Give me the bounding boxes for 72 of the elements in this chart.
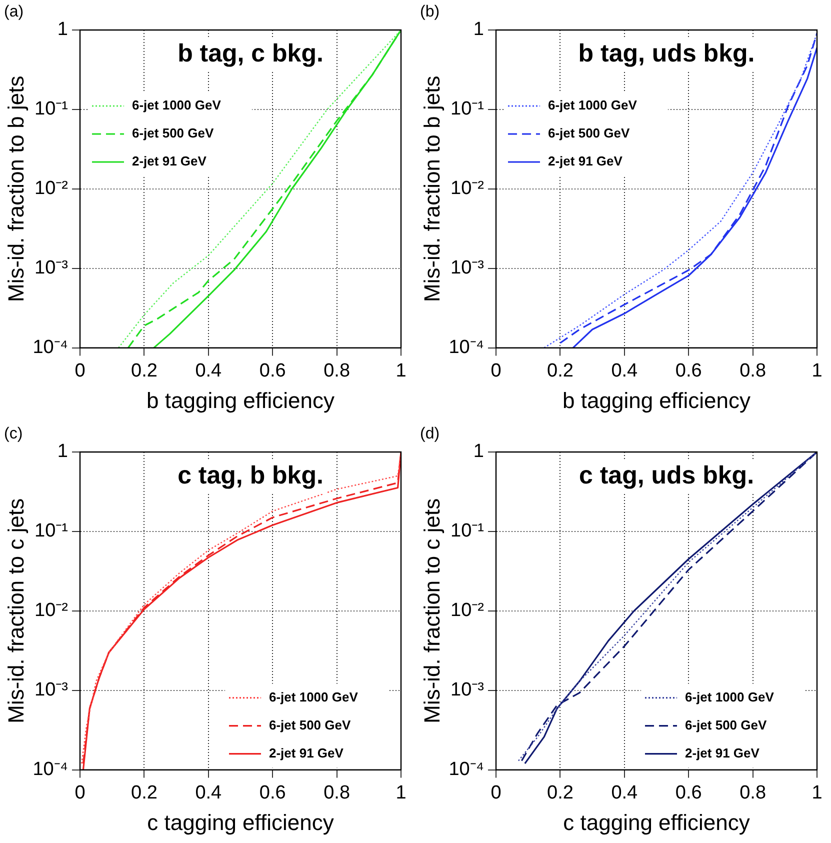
legend-label: 6-jet 500 GeV	[269, 717, 351, 732]
legend-label: 2-jet 91 GeV	[269, 745, 344, 760]
y-tick-label: 10⁻²	[34, 600, 68, 622]
x-tick-label: 0.6	[675, 782, 702, 804]
y-axis-title: Mis-id. fraction to c jets	[419, 498, 444, 724]
chart-title: b tag, uds bkg.	[578, 39, 755, 68]
legend-label: 6-jet 500 GeV	[685, 717, 767, 732]
chart-title: b tag, c bkg.	[178, 39, 324, 68]
text: (d)	[420, 425, 440, 442]
x-tick-label: 0	[490, 360, 502, 382]
y-tick-label: 10⁻¹	[34, 520, 68, 542]
x-tick-label: 0.8	[740, 360, 766, 382]
x-tick-label: 0.6	[675, 360, 702, 382]
y-tick-label: 10⁻²	[450, 600, 484, 622]
x-tick-label: 0.4	[611, 360, 638, 382]
text: (a)	[4, 3, 24, 20]
chart-title: c tag, b bkg.	[178, 461, 324, 490]
y-tick-label: 10⁻³	[450, 258, 484, 279]
x-tick-label: 0.4	[195, 782, 222, 804]
x-axis-title: c tagging efficiency	[563, 810, 750, 835]
x-tick-label: 0.6	[259, 360, 286, 382]
y-tick-label: 1	[473, 441, 484, 462]
y-tick-label: 10⁻¹	[34, 98, 68, 120]
x-tick-label: 0	[490, 782, 502, 804]
y-tick-label: 1	[473, 19, 484, 40]
x-tick-label: 0.8	[324, 360, 350, 382]
y-tick-label: 1	[57, 441, 68, 462]
x-tick-label: 0.4	[611, 782, 638, 804]
x-tick-label: 1	[396, 782, 406, 804]
legend-label: 6-jet 500 GeV	[548, 126, 630, 141]
x-axis-title: b tagging efficiency	[562, 388, 750, 413]
y-tick-label: 10⁻⁴	[448, 337, 484, 358]
legend-label: 6-jet 1000 GeV	[132, 98, 222, 113]
legend-label: 6-jet 1000 GeV	[548, 98, 638, 113]
legend-label: 2-jet 91 GeV	[132, 154, 207, 169]
x-tick-label: 0.8	[324, 782, 350, 804]
y-axis-title: Mis-id. fraction to b jets	[3, 76, 28, 302]
y-tick-label: 10⁻³	[450, 680, 484, 701]
x-tick-label: 1	[396, 360, 406, 382]
x-tick-label: 0.2	[130, 360, 158, 382]
text: (c)	[4, 425, 23, 442]
x-tick-label: 1	[812, 360, 822, 382]
legend-label: 6-jet 1000 GeV	[685, 689, 774, 704]
text: (b)	[420, 3, 440, 20]
legend-label: 6-jet 500 GeV	[132, 126, 214, 141]
chart-title: c tag, uds bkg.	[578, 461, 754, 490]
y-tick-label: 10⁻¹	[450, 520, 484, 542]
y-tick-label: 10⁻¹	[450, 98, 484, 120]
x-tick-label: 0.8	[740, 782, 766, 804]
y-tick-label: 10⁻⁴	[448, 759, 484, 780]
y-tick-label: 10⁻²	[450, 178, 484, 200]
legend-label: 6-jet 1000 GeV	[269, 689, 358, 704]
x-axis-title: c tagging efficiency	[147, 810, 334, 835]
y-tick-label: 10⁻³	[34, 680, 68, 701]
legend-label: 2-jet 91 GeV	[685, 745, 760, 760]
x-tick-label: 0.4	[195, 360, 222, 382]
y-tick-label: 1	[57, 19, 68, 40]
y-tick-label: 10⁻²	[34, 178, 68, 200]
x-tick-label: 1	[812, 782, 822, 804]
y-tick-label: 10⁻⁴	[32, 759, 68, 780]
y-axis-title: Mis-id. fraction to c jets	[3, 498, 28, 724]
x-tick-label: 0.6	[259, 782, 286, 804]
x-tick-label: 0.2	[130, 782, 158, 804]
x-tick-label: 0.2	[546, 782, 574, 804]
x-tick-label: 0	[74, 782, 86, 804]
x-tick-label: 0	[74, 360, 86, 382]
x-axis-title: b tagging efficiency	[146, 388, 334, 413]
x-tick-label: 0.2	[546, 360, 574, 382]
y-tick-label: 10⁻⁴	[32, 337, 68, 358]
legend-label: 2-jet 91 GeV	[548, 154, 623, 169]
y-axis-title: Mis-id. fraction to b jets	[419, 76, 444, 302]
y-tick-label: 10⁻³	[34, 258, 68, 279]
